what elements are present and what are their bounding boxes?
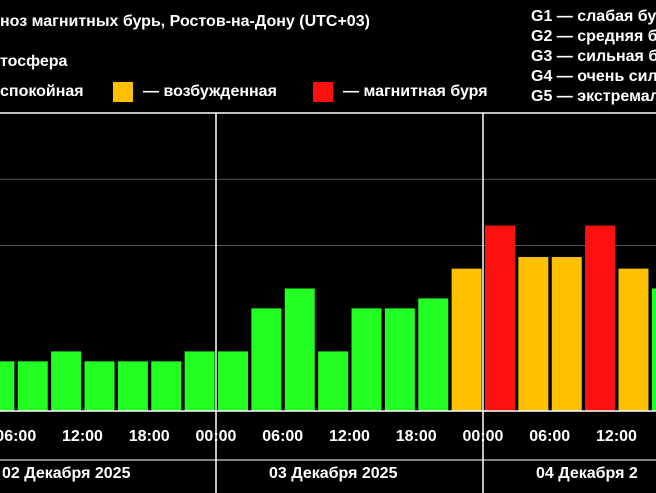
bar xyxy=(51,351,82,411)
bar xyxy=(284,288,315,411)
bar xyxy=(551,257,582,411)
scale-note: G1 — слабая бу xyxy=(531,8,656,25)
x-tick-label: 18:00 xyxy=(129,428,170,445)
x-tick-label: 18:00 xyxy=(396,428,437,445)
legend-label: — возбужденная xyxy=(143,83,277,100)
scale-note: G3 — сильная б xyxy=(531,48,656,65)
x-tick-label: 06:00 xyxy=(0,428,36,445)
bar xyxy=(84,361,115,411)
bar xyxy=(384,308,415,411)
date-label: 02 Декабря 2025 xyxy=(2,465,131,482)
bar xyxy=(518,257,549,411)
x-tick-label: 06:00 xyxy=(262,428,303,445)
bar xyxy=(651,288,656,411)
bar xyxy=(318,351,349,411)
bar xyxy=(351,308,382,411)
bar xyxy=(184,351,215,411)
x-tick-label: 12:00 xyxy=(62,428,103,445)
scale-note: G2 — средняя б xyxy=(531,28,656,45)
legend-swatch xyxy=(113,82,133,102)
bar xyxy=(451,268,482,411)
x-tick-label: 12:00 xyxy=(329,428,370,445)
bar xyxy=(418,298,449,411)
bar xyxy=(151,361,182,411)
date-label: 03 Декабря 2025 xyxy=(269,465,398,482)
bar xyxy=(17,361,48,411)
bar xyxy=(251,308,282,411)
legend-title: тосфера xyxy=(0,53,68,70)
legend-label: спокойная xyxy=(0,83,84,100)
x-tick-label: 06:00 xyxy=(529,428,570,445)
date-label: 04 Декабря 2 xyxy=(536,465,638,482)
bar xyxy=(585,225,616,411)
bar xyxy=(218,351,248,411)
legend-label: — магнитная буря xyxy=(343,83,488,100)
x-tick-label: 12:00 xyxy=(596,428,637,445)
bar xyxy=(117,361,148,411)
bar xyxy=(0,361,15,411)
legend-swatch xyxy=(313,82,333,102)
scale-note: G5 — экстремал xyxy=(531,88,656,105)
bar xyxy=(485,225,515,411)
chart-title: ноз магнитных бурь, Ростов-на-Дону (UTC+… xyxy=(0,13,370,30)
bar xyxy=(618,268,649,411)
scale-note: G4 — очень сил xyxy=(531,68,656,85)
